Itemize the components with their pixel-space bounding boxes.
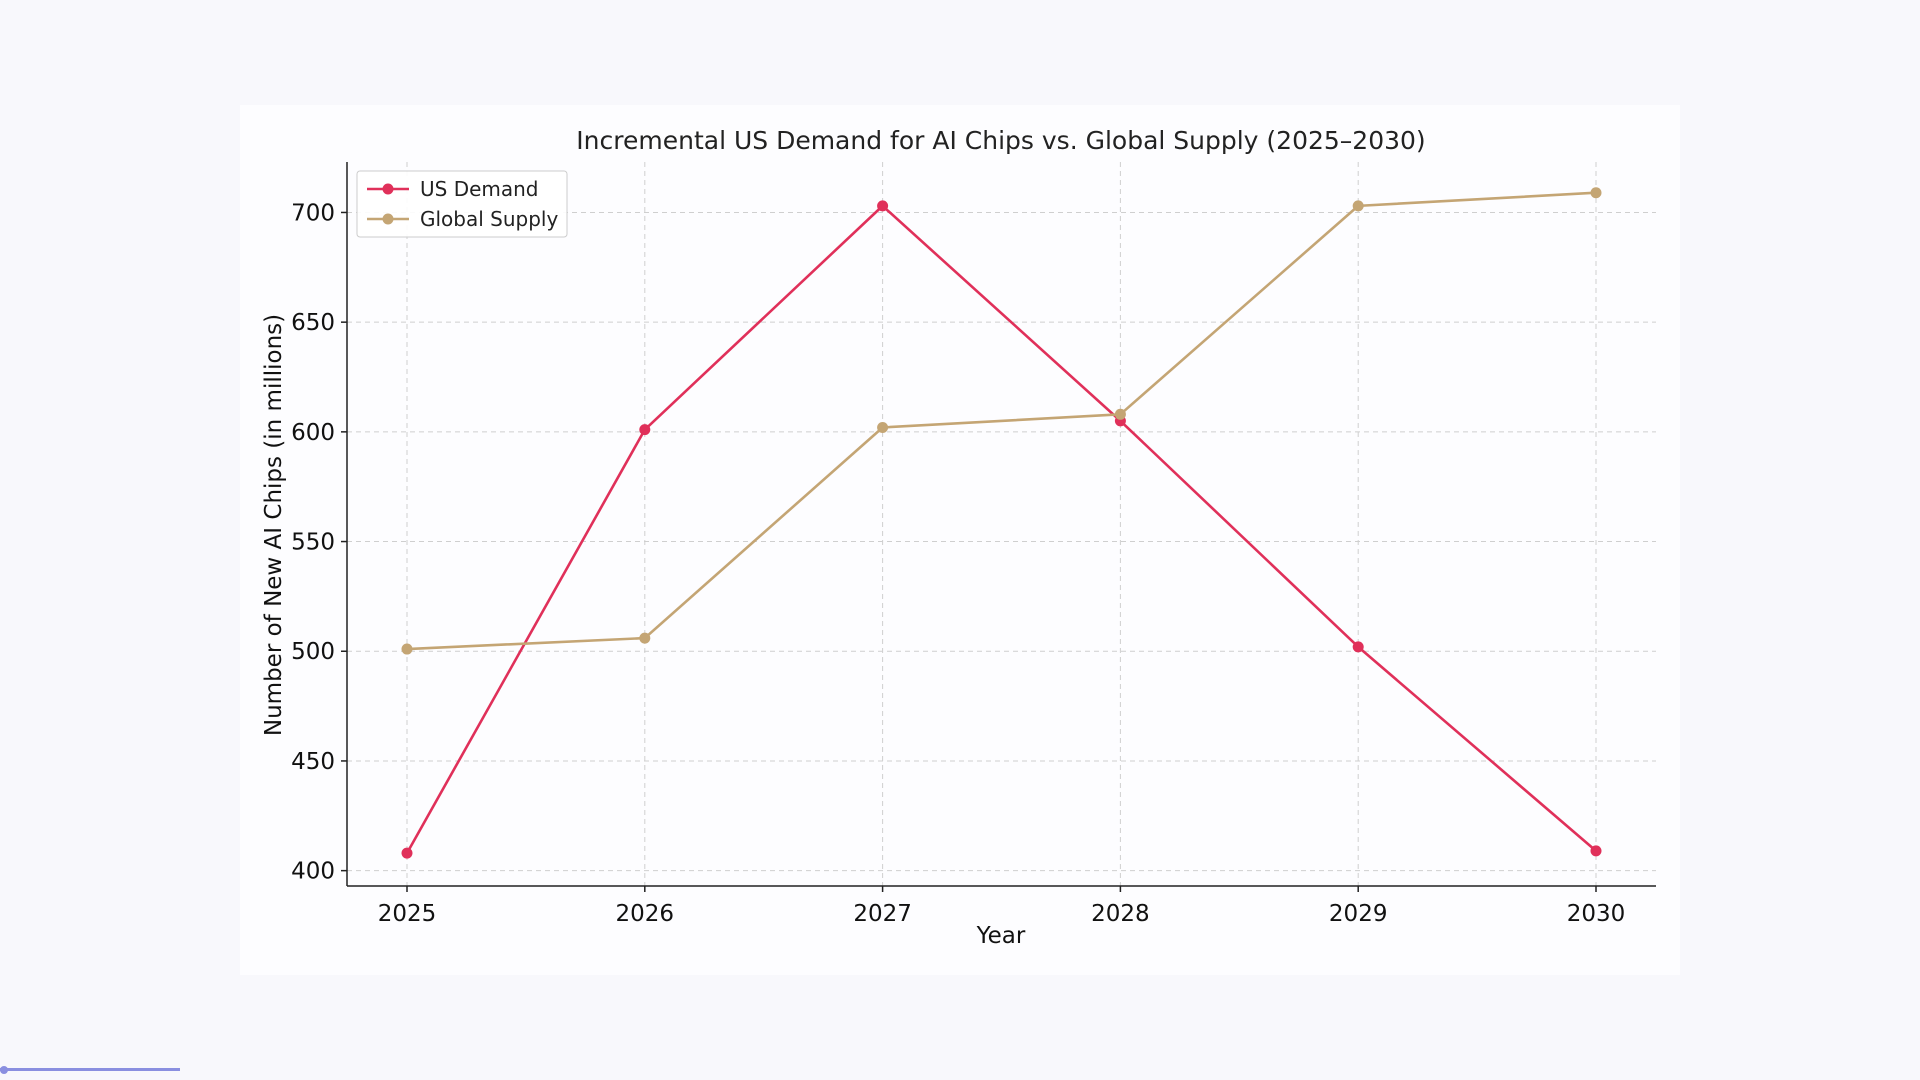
y-axis-ticks: 400 450 500 550 600 650 700 <box>291 200 347 885</box>
data-point <box>877 421 889 433</box>
legend-item: US Demand <box>367 177 539 201</box>
data-point <box>1114 408 1126 420</box>
chart-panel <box>240 105 1680 975</box>
legend-item: Global Supply <box>367 207 558 231</box>
x-tick-label: 2030 <box>1567 901 1626 927</box>
data-point <box>639 424 651 436</box>
y-tick-label: 400 <box>291 859 335 885</box>
y-tick-label: 500 <box>291 639 335 665</box>
y-tick-label: 450 <box>291 749 335 775</box>
legend: US Demand Global Supply <box>356 170 568 238</box>
y-tick-label: 550 <box>291 530 335 556</box>
legend-swatch-marker <box>382 183 394 195</box>
legend-label: US Demand <box>420 177 539 201</box>
x-tick-label: 2029 <box>1329 901 1388 927</box>
data-point <box>401 847 413 859</box>
data-point <box>1352 641 1364 653</box>
legend-label: Global Supply <box>420 207 558 231</box>
x-tick-label: 2027 <box>853 901 912 927</box>
y-axis-title: Number of New AI Chips (in millions) <box>261 314 287 736</box>
x-axis-ticks: 2025 2026 2027 2028 2029 2030 <box>378 886 1626 927</box>
series-global-supply <box>401 187 1602 655</box>
y-tick-label: 650 <box>291 310 335 336</box>
legend-box <box>356 170 568 238</box>
data-point <box>639 632 651 644</box>
data-point <box>877 200 889 212</box>
data-point <box>1352 200 1364 212</box>
series <box>401 187 1602 859</box>
y-tick-label: 700 <box>291 200 335 226</box>
x-tick-label: 2028 <box>1091 901 1150 927</box>
data-point <box>1590 187 1602 199</box>
x-axis-title: Year <box>976 923 1026 949</box>
chart-title: Incremental US Demand for AI Chips vs. G… <box>576 126 1425 155</box>
series-line <box>406 191 1597 651</box>
data-point <box>1590 845 1602 857</box>
series-line <box>405 204 1597 854</box>
data-point <box>401 643 413 655</box>
corner-decoration <box>0 1066 180 1074</box>
x-tick-label: 2026 <box>616 901 675 927</box>
series-us-demand <box>401 200 1602 859</box>
legend-swatch-marker <box>382 213 394 225</box>
y-tick-label: 600 <box>291 420 335 446</box>
grid <box>347 162 1656 886</box>
x-tick-label: 2025 <box>378 901 437 927</box>
axes <box>346 162 1656 887</box>
